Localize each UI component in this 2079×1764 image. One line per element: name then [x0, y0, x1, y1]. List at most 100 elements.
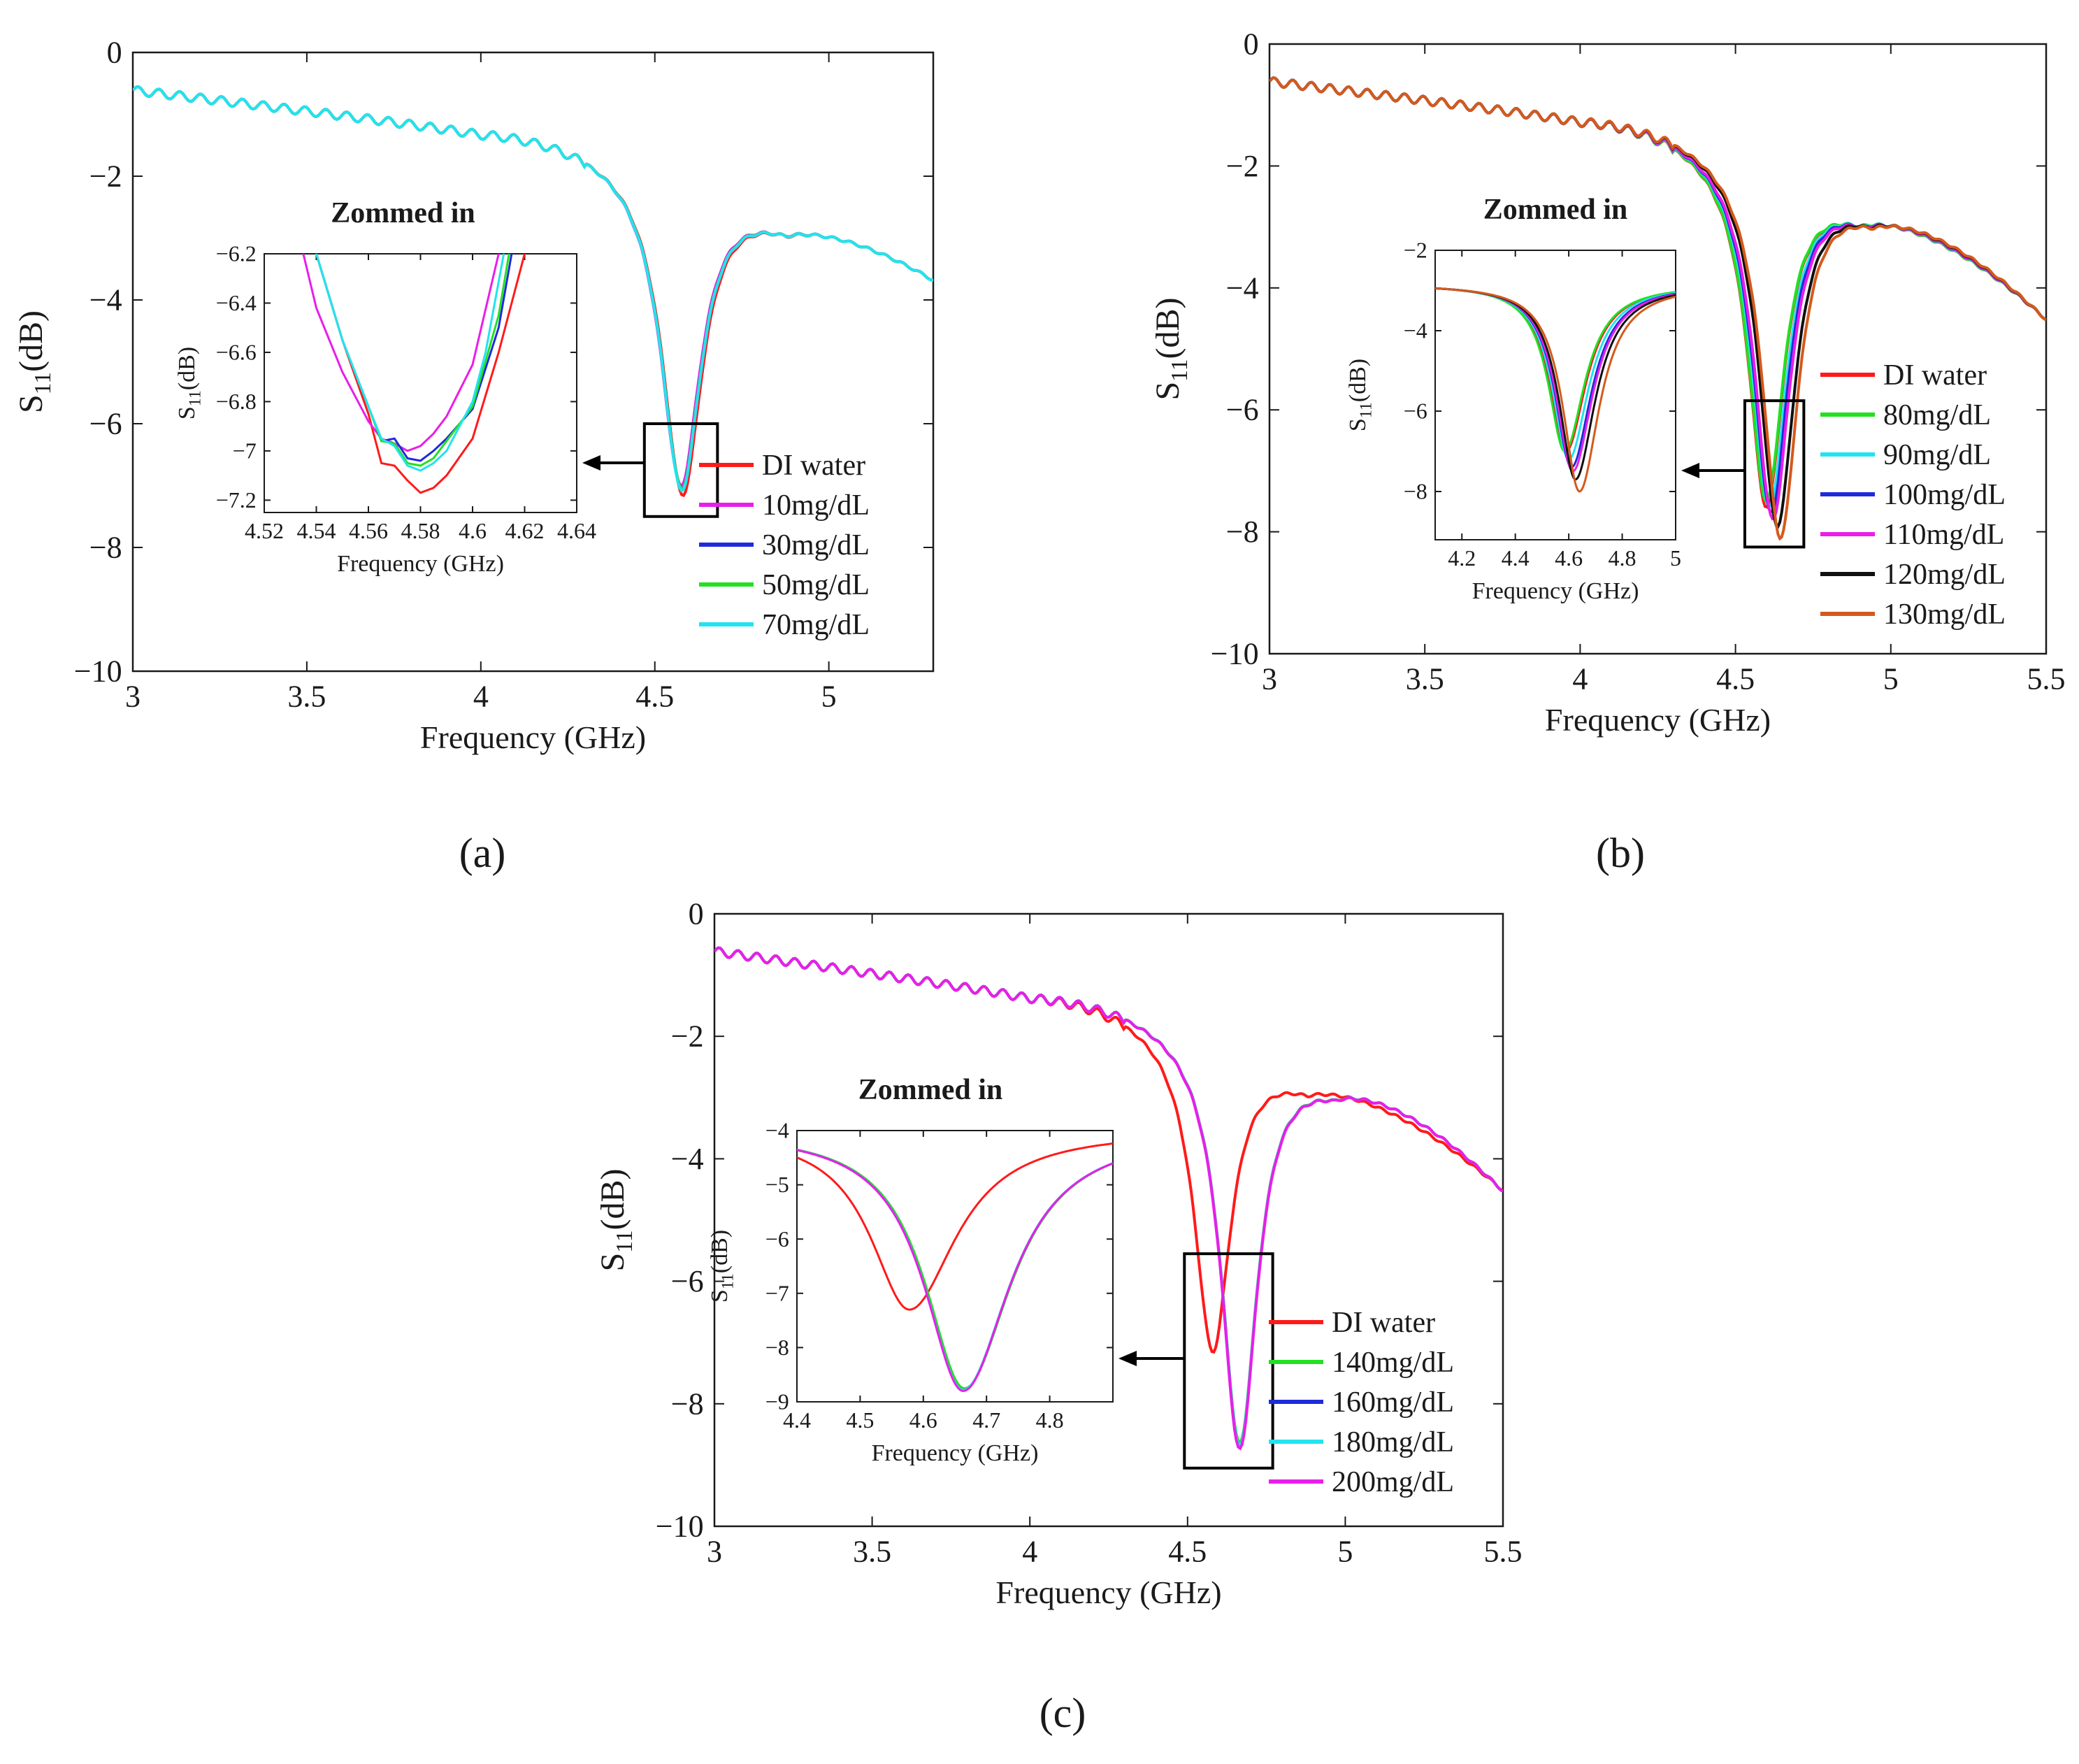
- inset-axis-c-ytick-label: −5: [765, 1172, 789, 1197]
- inset-series-line: [315, 254, 505, 472]
- inset-axis-a-xtick-label: 4.58: [401, 518, 440, 543]
- chart-a: 3 3.5 4 4.5 5 0 −2 −4 −6 −8 −10 Frequency (GHz) S11(…: [13, 36, 935, 755]
- inset-y-label-a: S11(dB): [174, 347, 205, 420]
- axis-c-xtick-label: 3.5: [853, 1535, 891, 1569]
- axis-c-ytick-label: −10: [656, 1510, 704, 1544]
- inset-x-label-c: Frequency (GHz): [872, 1440, 1039, 1466]
- inset-axis-c-ytick-label: −7: [765, 1280, 789, 1305]
- inset-axis-b-xtick-label: 4.8: [1609, 545, 1636, 571]
- inset-axis-b-xtick-label: 4.4: [1502, 545, 1530, 571]
- legend-label: 30mg/dL: [762, 529, 870, 561]
- axis-b-xtick-label: 5.5: [2027, 662, 2066, 696]
- inset-axis-c-xtick-label: 4.7: [972, 1407, 1000, 1433]
- axis-a-ytick-label: −10: [74, 654, 122, 689]
- legend-label: 50mg/dL: [762, 569, 870, 601]
- x-axis-label-b: Frequency (GHz): [1545, 702, 1771, 738]
- axis-a-xtick-label: 3: [125, 680, 141, 714]
- y-axis-label-c: S11(dB): [594, 1168, 638, 1271]
- inset-axis-a-xtick-label: 4.64: [557, 518, 596, 543]
- axis-c-ytick-label: −2: [671, 1019, 704, 1054]
- inset-series-line: [797, 1142, 1113, 1311]
- legend-label: 120mg/dL: [1883, 559, 2006, 591]
- series-line-b: [1269, 76, 2046, 541]
- axis-b-xtick-label: 3: [1262, 662, 1277, 696]
- inset-plot-area: [796, 1130, 1114, 1403]
- x-axis-label-c: Frequency (GHz): [995, 1575, 1221, 1610]
- legend-label: 80mg/dL: [1883, 399, 1991, 431]
- legend-c: DI water 140mg/dL 160mg/dL 180mg/dL 200mg/dL: [1269, 1307, 1454, 1498]
- inset-axis-a-ytick-label: −6.2: [216, 241, 257, 266]
- axis-b-ytick-label: −6: [1226, 393, 1259, 427]
- axis-b-xtick-label: 4: [1572, 662, 1588, 696]
- axis-c-xtick-label: 5: [1337, 1535, 1353, 1569]
- axis-c-xtick-label: 4.5: [1168, 1535, 1207, 1569]
- axis-a-ytick-label: −8: [89, 531, 122, 565]
- axis-b-xtick-label: 3.5: [1406, 662, 1444, 696]
- axis-b-ytick-label: 0: [1244, 27, 1259, 62]
- plot-area-b: [1268, 43, 2048, 655]
- legend-label: 90mg/dL: [1883, 439, 1991, 471]
- legend-label: 130mg/dL: [1883, 598, 2006, 631]
- svg-text:S11(dB): S11(dB): [1345, 359, 1376, 431]
- chart-b: 3 3.5 4 4.5 5 5.5 0 −2 −4 −6 −8 −10 Frequency (GHz) S…: [1149, 27, 2066, 738]
- inset-x-label-b: Frequency (GHz): [1472, 578, 1639, 604]
- axis-a-ytick-label: −6: [89, 407, 122, 441]
- legend-b: DI water 80mg/dL 90mg/dL 100mg/dL 110mg/dL 12…: [1820, 359, 2006, 631]
- inset-y-label-c: S11(dB): [707, 1230, 738, 1303]
- axis-a-xtick-label: 4.5: [635, 680, 674, 714]
- inset-axis-c-xtick-label: 4.5: [846, 1407, 874, 1433]
- axis-a-xtick-label: 4: [473, 680, 489, 714]
- series-line-a: [133, 85, 933, 493]
- axis-b-ytick-label: −2: [1226, 149, 1259, 183]
- inset-plot-area: [264, 253, 577, 513]
- inset-axis-c-ytick-label: −8: [765, 1335, 789, 1360]
- inset-series-line: [1435, 287, 1676, 493]
- axis-b-xtick-label: 5: [1883, 662, 1899, 696]
- inset-series-line: [797, 1149, 1113, 1393]
- inset-title-c: Zommed in: [858, 1074, 1003, 1106]
- axis-a-xtick-label: 3.5: [287, 680, 326, 714]
- inset-axis-a-xtick-label: 4.56: [349, 518, 388, 543]
- y-axis-label-b: S11(dB): [1149, 297, 1193, 400]
- inset-axis-c-ytick-label: −6: [765, 1226, 789, 1252]
- inset-axis-a-xtick-label: 4.62: [505, 518, 545, 543]
- zoom-arrowhead-a: [582, 455, 600, 471]
- svg-text:S11(dB): S11(dB): [13, 310, 56, 413]
- axis-b-xtick-label: 4.5: [1716, 662, 1755, 696]
- axis-c-ytick-label: 0: [689, 897, 704, 931]
- series-line-c: [714, 946, 1503, 1451]
- inset-title-a: Zommed in: [331, 197, 475, 229]
- legend-label: DI water: [1332, 1307, 1435, 1339]
- axis-b-ytick-label: −10: [1211, 637, 1259, 671]
- inset-axis-a-ytick-label: −7.2: [216, 487, 257, 512]
- inset-axis-b-xtick-label: 4.2: [1448, 545, 1476, 571]
- zoom-box-a: [642, 422, 719, 518]
- inset-axis-a-ytick-label: −6.4: [216, 290, 257, 315]
- legend-label: DI water: [1883, 359, 1987, 392]
- inset-axis-b-xtick-label: 4.6: [1555, 545, 1583, 571]
- axis-c-ytick-label: −8: [671, 1386, 704, 1421]
- inset-axis-a-ytick-label: −6.6: [216, 340, 257, 365]
- inset-b: 4.2 4.4 4.6 4.8 5 −2 −4 −6 −8 Zommed in Frequency …: [1345, 194, 1681, 604]
- inset-axis-c-xtick-label: 4.8: [1036, 1407, 1064, 1433]
- legend-label: 100mg/dL: [1883, 479, 2006, 511]
- svg-text:S11(dB): S11(dB): [707, 1230, 738, 1303]
- zoom-arrowhead-b: [1681, 463, 1699, 478]
- axis-a-ytick-label: −4: [89, 283, 122, 317]
- panel-label-a: (a): [459, 830, 506, 876]
- axis-a-ytick-label: −2: [89, 159, 122, 194]
- inset-axis-a-ytick-label: −7: [233, 438, 257, 463]
- inset-axis-b-ytick-label: −8: [1404, 479, 1427, 504]
- inset-axis-c-ytick-label: −9: [765, 1389, 789, 1414]
- plot-area-a: [131, 51, 935, 673]
- x-axis-label-a: Frequency (GHz): [420, 719, 646, 755]
- inset-a: 4.52 4.54 4.56 4.58 4.6 4.62 4.64 −6.2 −6.4 −6.6 −…: [174, 197, 596, 577]
- axis-c-xtick-label: 5.5: [1484, 1535, 1523, 1569]
- axis-a-xtick-label: 5: [821, 680, 837, 714]
- inset-axis-c-ytick-label: −4: [765, 1118, 789, 1143]
- inset-series-line: [315, 254, 526, 494]
- inset-axis-c-xtick-label: 4.4: [783, 1407, 811, 1433]
- inset-axis-b-xtick-label: 5: [1670, 545, 1681, 571]
- inset-axis-b-ytick-label: −2: [1404, 238, 1427, 263]
